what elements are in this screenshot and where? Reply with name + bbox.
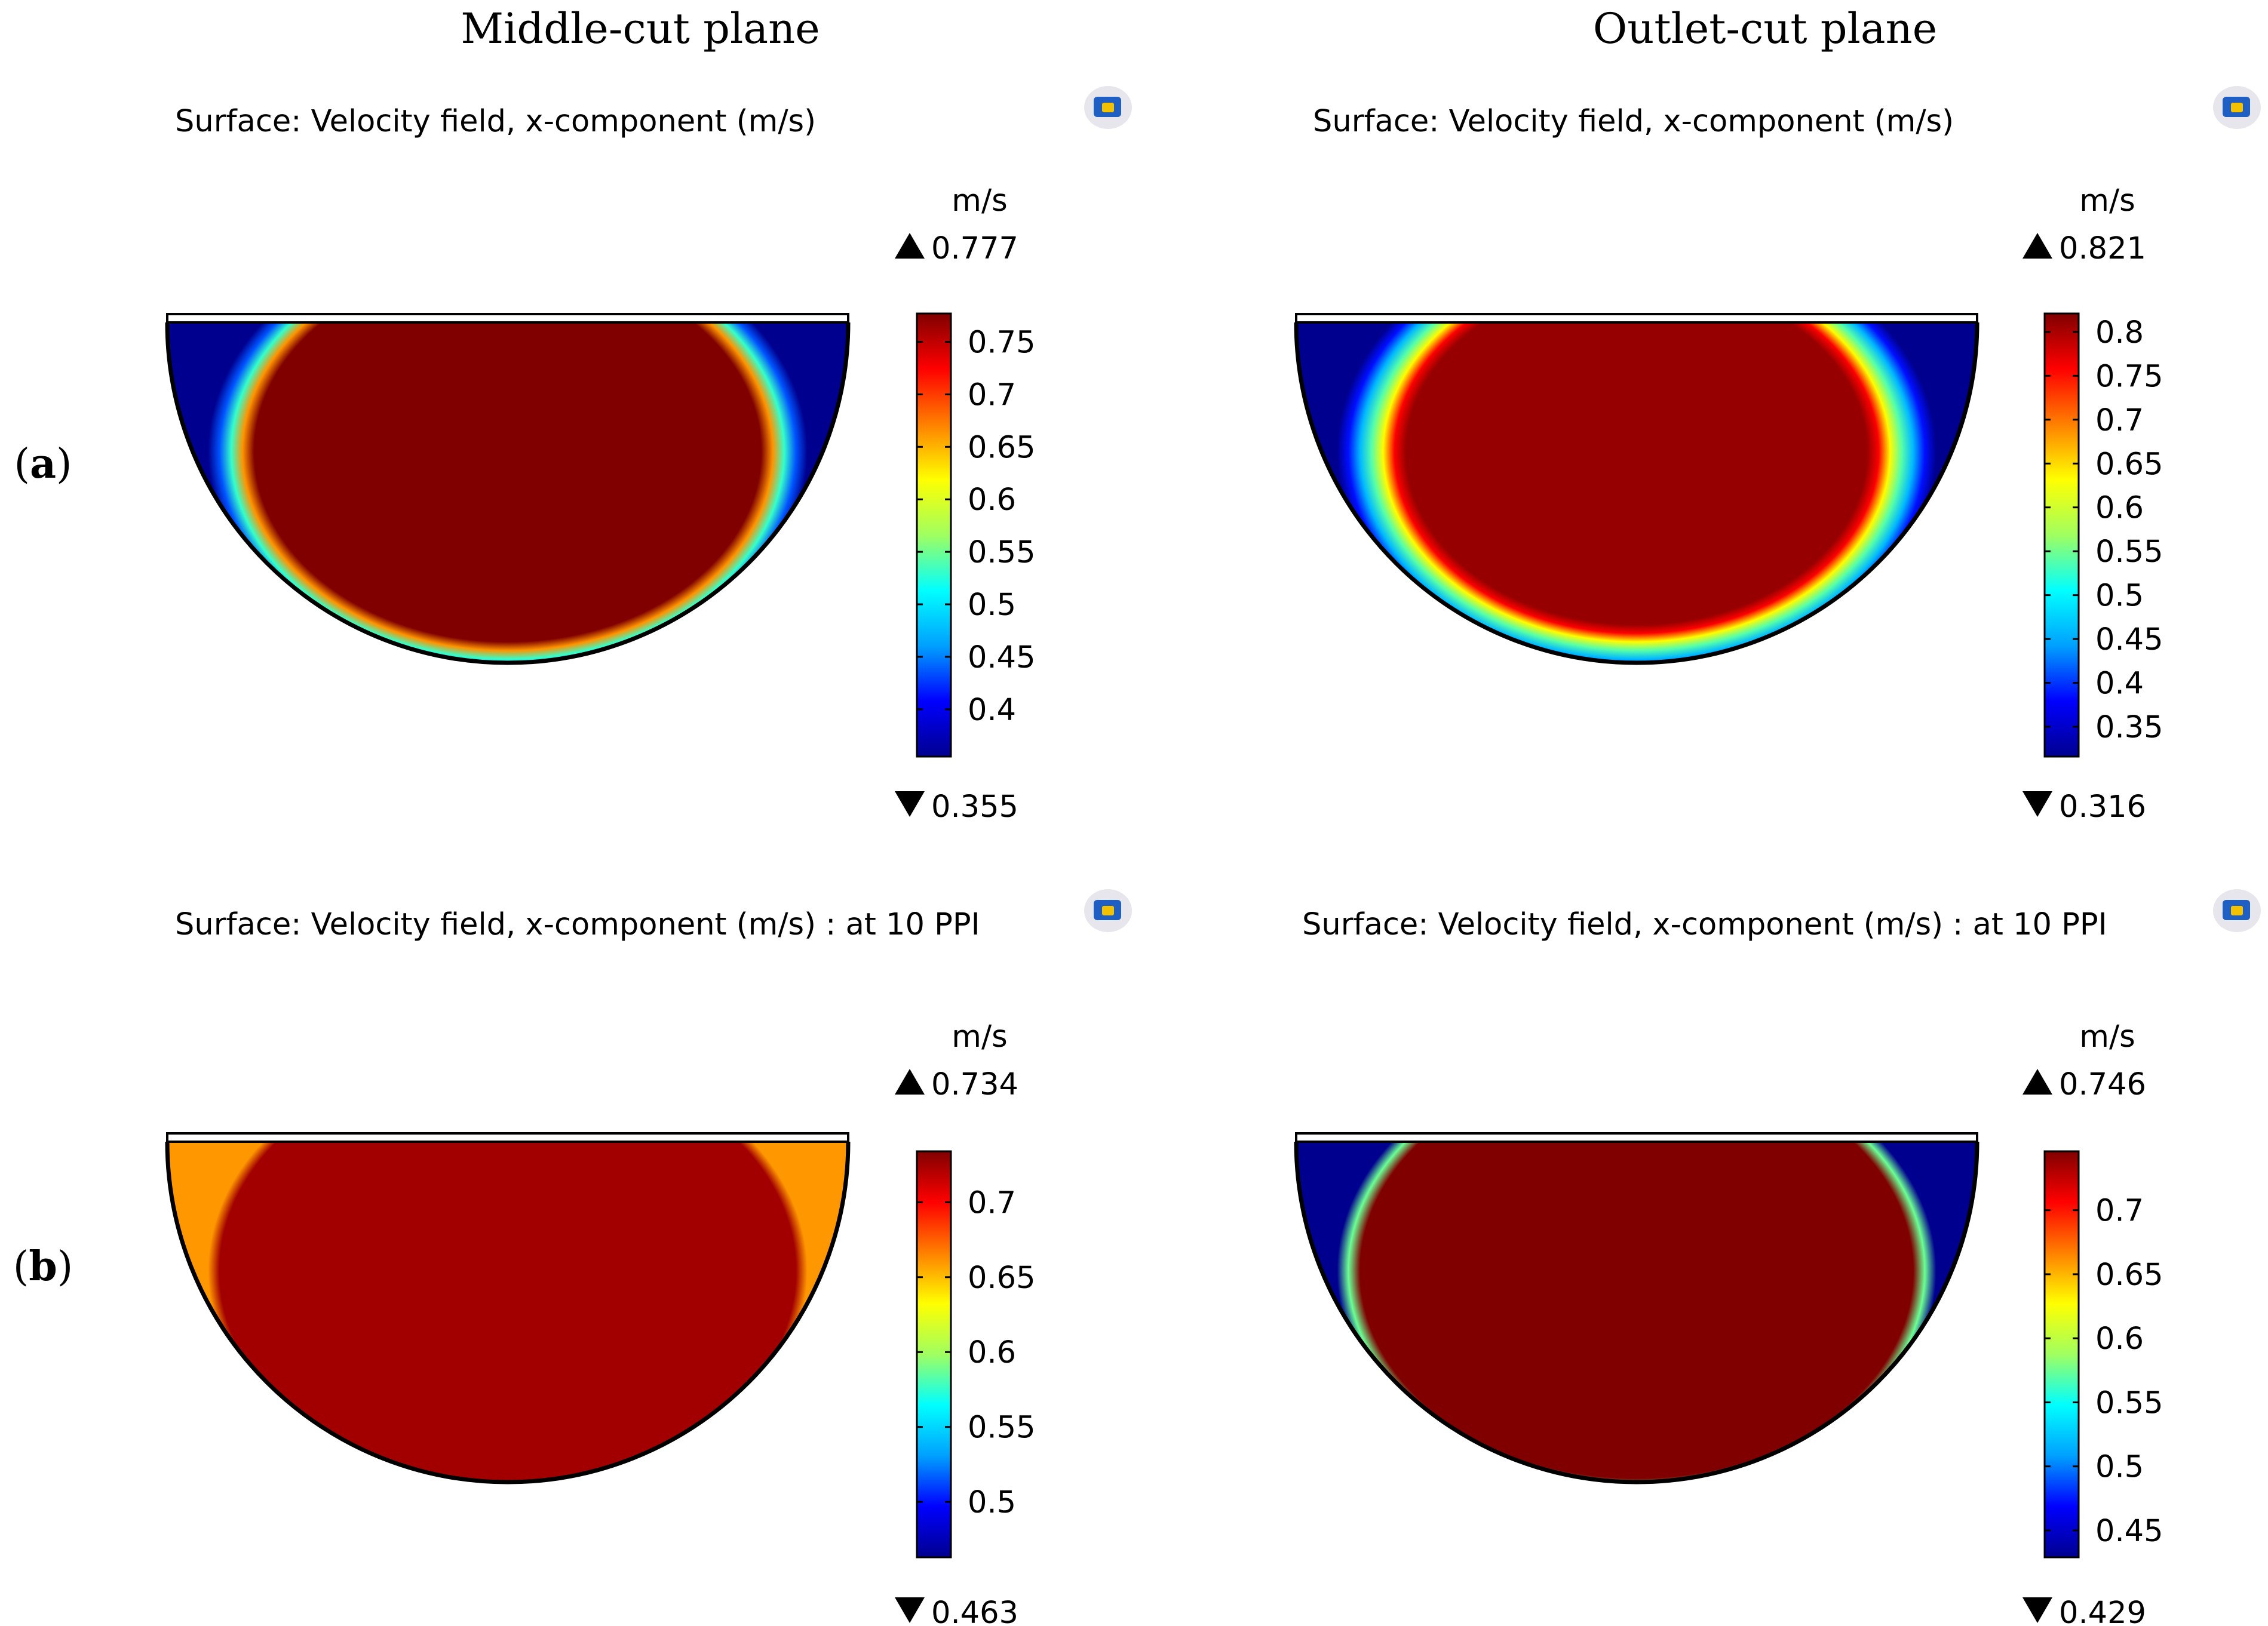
colorbar xyxy=(2043,312,2080,758)
min-value-label: 0.463 xyxy=(931,1596,1018,1626)
colorbar-unit: m/s xyxy=(952,183,1007,219)
min-triangle-icon xyxy=(895,791,925,817)
domain-boundary-arc xyxy=(1294,322,1979,665)
panel-b-outlet: Surface: Velocity field, x-component (m/… xyxy=(1294,889,2261,1626)
colorbar-tick-label: 0.5 xyxy=(2095,1450,2144,1485)
colorbar-tick-label: 0.6 xyxy=(2095,1321,2144,1357)
velocity-field-surface xyxy=(167,322,848,663)
colorbar-unit: m/s xyxy=(952,1019,1007,1055)
colorbar-tick-label: 0.45 xyxy=(2095,622,2163,657)
colorbar-tick-label: 0.7 xyxy=(2095,1194,2144,1229)
colorbar-tick-label: 0.65 xyxy=(968,430,1036,465)
colorbar-tick-label: 0.65 xyxy=(968,1261,1036,1296)
domain-boundary-arc xyxy=(165,1141,851,1484)
colorbar-tick-label: 0.35 xyxy=(2095,710,2163,745)
colorbar xyxy=(2043,1150,2080,1559)
colorbar xyxy=(916,1150,952,1559)
min-value-label: 0.429 xyxy=(2059,1596,2146,1626)
panels: Surface: Velocity field, x-component (m/… xyxy=(165,86,2261,1626)
colorbar-tick-label: 0.8 xyxy=(2095,315,2144,351)
colorbar-tick-label: 0.6 xyxy=(968,1335,1016,1370)
panel-a-middle: Surface: Velocity field, x-component (m/… xyxy=(165,86,1132,825)
min-triangle-icon xyxy=(2023,791,2052,817)
colorbar-tick-label: 0.55 xyxy=(2095,1385,2163,1421)
max-value-label: 0.746 xyxy=(2059,1067,2146,1102)
max-value-label: 0.734 xyxy=(931,1067,1018,1102)
min-value-label: 0.355 xyxy=(931,789,1018,825)
colorbar-tick-label: 0.5 xyxy=(968,1485,1016,1520)
max-triangle-icon xyxy=(895,1069,925,1095)
max-value-label: 0.821 xyxy=(2059,231,2146,266)
colorbar-tick-label: 0.7 xyxy=(2095,403,2144,438)
velocity-field-surface xyxy=(1296,1142,1977,1482)
max-value-label: 0.777 xyxy=(931,231,1018,266)
colorbar-unit: m/s xyxy=(2079,183,2135,219)
comsol-logo-icon xyxy=(2213,889,2261,932)
colorbar-unit: m/s xyxy=(2079,1019,2135,1055)
velocity-field-surface xyxy=(167,1142,848,1482)
min-triangle-icon xyxy=(895,1597,925,1623)
velocity-field-surface xyxy=(1296,322,1977,663)
row-label-a: (a) xyxy=(14,440,72,488)
colorbar-tick-label: 0.75 xyxy=(968,325,1036,360)
plot-title: Surface: Velocity field, x-component (m/… xyxy=(175,104,816,139)
panel-b-middle: Surface: Velocity field, x-component (m/… xyxy=(165,889,1132,1626)
min-value-label: 0.316 xyxy=(2059,789,2146,825)
comsol-logo-icon xyxy=(2213,86,2261,129)
max-triangle-icon xyxy=(2023,233,2052,259)
column-title-outlet: Outlet-cut plane xyxy=(1593,4,1937,53)
row-label-a-letter: a xyxy=(30,440,56,488)
row-label-b: (b) xyxy=(13,1243,73,1290)
max-triangle-icon xyxy=(2023,1069,2052,1095)
colorbar-tick-label: 0.5 xyxy=(2095,579,2144,614)
colorbar-tick-label: 0.55 xyxy=(968,535,1036,570)
plot-title: Surface: Velocity field, x-component (m/… xyxy=(175,907,980,942)
domain-top-wall xyxy=(1295,1132,1978,1143)
colorbar-tick-label: 0.5 xyxy=(968,588,1016,623)
colorbar xyxy=(916,312,952,758)
panel-a-outlet: Surface: Velocity field, x-component (m/… xyxy=(1294,86,2261,825)
colorbar-tick-label: 0.7 xyxy=(968,1185,1016,1221)
max-triangle-icon xyxy=(895,233,925,259)
colorbar-tick-label: 0.7 xyxy=(968,377,1016,413)
row-label-b-letter: b xyxy=(29,1243,57,1290)
column-title-middle: Middle-cut plane xyxy=(461,4,820,53)
colorbar-tick-label: 0.65 xyxy=(2095,1258,2163,1293)
plot-title: Surface: Velocity field, x-component (m/… xyxy=(1313,104,1954,139)
colorbar-tick-label: 0.6 xyxy=(2095,491,2144,526)
colorbar-tick-label: 0.75 xyxy=(2095,359,2163,394)
comsol-logo-icon xyxy=(1084,86,1132,129)
colorbar-tick-label: 0.45 xyxy=(968,640,1036,675)
min-triangle-icon xyxy=(2023,1597,2052,1623)
colorbar-tick-label: 0.65 xyxy=(2095,447,2163,482)
domain-top-wall xyxy=(166,313,849,324)
comsol-logo-icon xyxy=(1084,889,1132,932)
domain-top-wall xyxy=(1295,313,1978,324)
plot-title: Surface: Velocity field, x-component (m/… xyxy=(1302,907,2107,942)
colorbar-tick-label: 0.45 xyxy=(2095,1514,2163,1549)
domain-boundary-arc xyxy=(165,322,851,665)
colorbar-tick-label: 0.6 xyxy=(968,482,1016,518)
colorbar-tick-label: 0.55 xyxy=(968,1410,1036,1446)
domain-boundary-arc xyxy=(1294,1141,1979,1484)
domain-top-wall xyxy=(166,1132,849,1143)
colorbar-tick-label: 0.4 xyxy=(968,693,1016,728)
colorbar-tick-label: 0.55 xyxy=(2095,534,2163,570)
colorbar-tick-label: 0.4 xyxy=(2095,666,2144,702)
